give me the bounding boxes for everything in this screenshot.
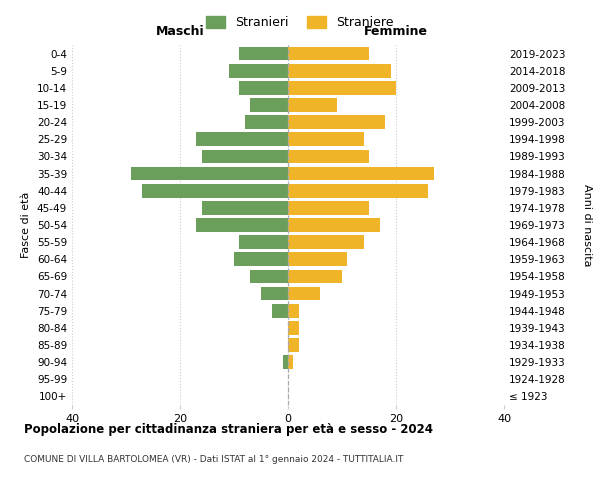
Bar: [288, 321, 299, 334]
Bar: [288, 132, 364, 146]
Bar: [229, 64, 288, 78]
Legend: Stranieri, Straniere: Stranieri, Straniere: [202, 11, 398, 34]
Bar: [196, 218, 288, 232]
Bar: [261, 286, 288, 300]
Text: COMUNE DI VILLA BARTOLOMEA (VR) - Dati ISTAT al 1° gennaio 2024 - TUTTITALIA.IT: COMUNE DI VILLA BARTOLOMEA (VR) - Dati I…: [24, 455, 403, 464]
Bar: [239, 81, 288, 94]
Bar: [288, 236, 364, 249]
Text: Popolazione per cittadinanza straniera per età e sesso - 2024: Popolazione per cittadinanza straniera p…: [24, 422, 433, 436]
Bar: [283, 356, 288, 369]
Bar: [239, 46, 288, 60]
Bar: [250, 270, 288, 283]
Y-axis label: Fasce di età: Fasce di età: [22, 192, 31, 258]
Bar: [202, 150, 288, 164]
Bar: [288, 304, 299, 318]
Text: Maschi: Maschi: [155, 25, 205, 38]
Bar: [288, 252, 347, 266]
Bar: [288, 81, 396, 94]
Bar: [288, 270, 342, 283]
Bar: [288, 286, 320, 300]
Bar: [288, 338, 299, 352]
Bar: [239, 236, 288, 249]
Bar: [245, 116, 288, 129]
Bar: [288, 166, 434, 180]
Bar: [131, 166, 288, 180]
Bar: [288, 150, 369, 164]
Bar: [288, 98, 337, 112]
Bar: [288, 201, 369, 214]
Bar: [288, 218, 380, 232]
Text: Femmine: Femmine: [364, 25, 428, 38]
Bar: [250, 98, 288, 112]
Bar: [272, 304, 288, 318]
Bar: [288, 46, 369, 60]
Bar: [288, 356, 293, 369]
Bar: [288, 184, 428, 198]
Bar: [234, 252, 288, 266]
Bar: [288, 64, 391, 78]
Bar: [288, 116, 385, 129]
Bar: [202, 201, 288, 214]
Y-axis label: Anni di nascita: Anni di nascita: [582, 184, 592, 266]
Bar: [196, 132, 288, 146]
Bar: [142, 184, 288, 198]
